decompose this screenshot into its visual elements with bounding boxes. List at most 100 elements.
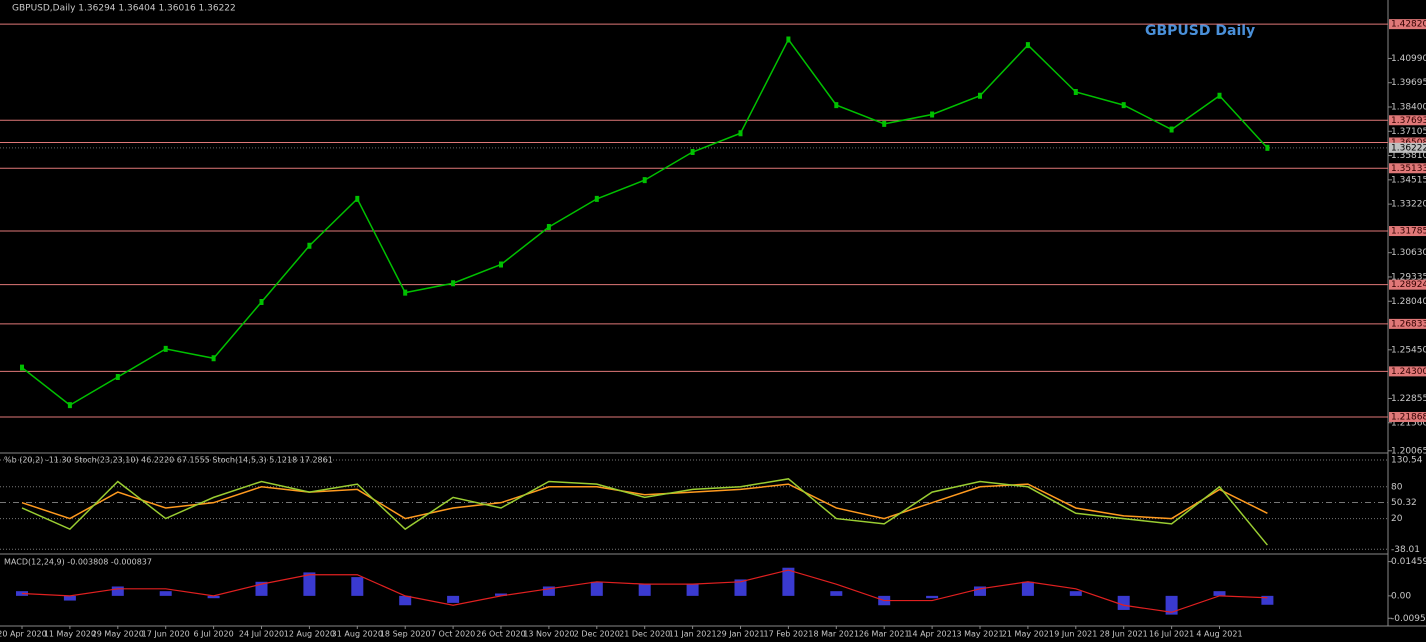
macd-bar	[303, 572, 316, 596]
date-label: 6 Jul 2020	[194, 630, 234, 639]
price-bar	[403, 289, 408, 296]
macd-bar	[926, 595, 939, 599]
level-label-bg	[1389, 279, 1426, 290]
price-bar	[1265, 144, 1270, 151]
price-bar	[115, 374, 120, 380]
date-label: 29 Jan 2021	[717, 630, 765, 639]
price-label: 1.28040	[1391, 297, 1426, 307]
macd-title: MACD(12,24,9) -0.003808 -0.000837	[4, 558, 152, 567]
date-label: 11 May 2020	[44, 630, 96, 639]
price-label: 1.38400	[1391, 103, 1426, 113]
price-bar	[546, 224, 551, 230]
level-label: 1.26833	[1391, 319, 1426, 329]
level-label: 1.35133	[1391, 164, 1426, 174]
price-bar	[307, 242, 312, 249]
price-bar	[642, 177, 647, 184]
price-bar	[1169, 126, 1174, 133]
price-bar	[1121, 102, 1126, 109]
date-label: 8 Mar 2021	[813, 630, 859, 639]
macd-bar	[590, 581, 603, 596]
price-bar	[1217, 92, 1222, 99]
date-label: 20 Apr 2020	[0, 630, 47, 639]
level-label-bg	[1389, 19, 1426, 30]
date-label: 17 Feb 2021	[764, 630, 814, 639]
price-label: 1.37105	[1391, 127, 1426, 137]
level-label-bg	[1389, 115, 1426, 126]
price-bar	[67, 402, 72, 409]
level-label-bg	[1389, 366, 1426, 377]
date-label: 3 May 2021	[956, 630, 1003, 639]
stoch-slow	[21, 483, 1268, 520]
macd-bar	[638, 584, 651, 596]
macd-bar	[1213, 591, 1226, 596]
date-label: 26 Mar 2021	[859, 630, 910, 639]
level-label: 1.21868	[1391, 412, 1426, 422]
macd-bar	[1021, 581, 1034, 596]
macd-bar	[830, 591, 843, 596]
date-label: 2 Dec 2020	[574, 630, 620, 639]
price-bar	[163, 345, 168, 352]
macd-bar	[351, 577, 364, 596]
level-label-bg	[1389, 226, 1426, 237]
macd-axis-label: -0.009549	[1391, 614, 1426, 624]
date-label: 29 May 2020	[92, 630, 144, 639]
macd-bar	[1261, 595, 1274, 605]
date-label: 21 May 2021	[1002, 630, 1054, 639]
stoch-axis-label: 50.32	[1391, 498, 1417, 508]
date-label: 13 Nov 2020	[523, 630, 574, 639]
macd-bar	[1117, 595, 1130, 610]
level-label: 1.31785	[1391, 227, 1426, 237]
macd-bar	[686, 584, 699, 596]
date-label: 9 Jun 2021	[1054, 630, 1097, 639]
price-label: 1.21560	[1391, 418, 1426, 428]
stoch-axis-label: 80	[1391, 482, 1403, 492]
macd-bar	[734, 579, 747, 596]
stoch-axis-label: 20	[1391, 514, 1403, 524]
date-label: 18 Sep 2020	[380, 630, 431, 639]
macd-bar	[63, 595, 76, 601]
price-bar	[1025, 42, 1030, 49]
price-bar	[690, 149, 695, 155]
date-label: 4 Aug 2021	[1196, 630, 1242, 639]
macd-bar	[974, 586, 986, 596]
macd-bar	[542, 586, 555, 596]
date-label: 26 Oct 2020	[476, 630, 525, 639]
macd-bar	[1165, 595, 1178, 615]
level-label-bg	[1389, 318, 1426, 329]
macd-bar	[782, 567, 795, 596]
price-bar	[451, 280, 456, 287]
price-bar	[882, 120, 887, 127]
price-label: 1.25450	[1391, 345, 1426, 355]
date-label: 12 Aug 2020	[284, 630, 335, 639]
level-label-bg	[1389, 411, 1426, 422]
price-bar	[594, 195, 599, 202]
macd-axis-label: 0.00	[1391, 591, 1411, 601]
price-label: 1.33220	[1391, 200, 1426, 210]
current-price-bg	[1389, 142, 1426, 153]
macd-bar	[111, 586, 124, 596]
macd-bar	[159, 591, 172, 596]
price-label: 1.35810	[1391, 151, 1426, 161]
price-bar	[499, 261, 503, 268]
price-bar	[1073, 89, 1078, 95]
date-label: 28 Jun 2021	[1100, 630, 1148, 639]
date-label: 21 Dec 2020	[619, 630, 670, 639]
price-bar	[20, 364, 24, 371]
date-label: 14 Apr 2021	[907, 630, 956, 639]
level-label-bg	[1389, 137, 1426, 148]
price-label: 1.34515	[1391, 175, 1426, 185]
price-bar	[211, 355, 216, 362]
price-label: 1.20065	[1391, 446, 1426, 456]
price-label: 1.39695	[1391, 78, 1426, 88]
stoch-fast	[21, 478, 1268, 546]
price-bar	[930, 111, 935, 118]
price-bar	[978, 92, 982, 99]
watermark: GBPUSD Daily	[1145, 23, 1255, 39]
level-label: 1.28924	[1391, 280, 1426, 290]
date-label: 16 Jul 2021	[1149, 630, 1194, 639]
macd-bar	[495, 593, 507, 596]
price-label: 1.30630	[1391, 248, 1426, 258]
price-bar	[834, 102, 839, 109]
